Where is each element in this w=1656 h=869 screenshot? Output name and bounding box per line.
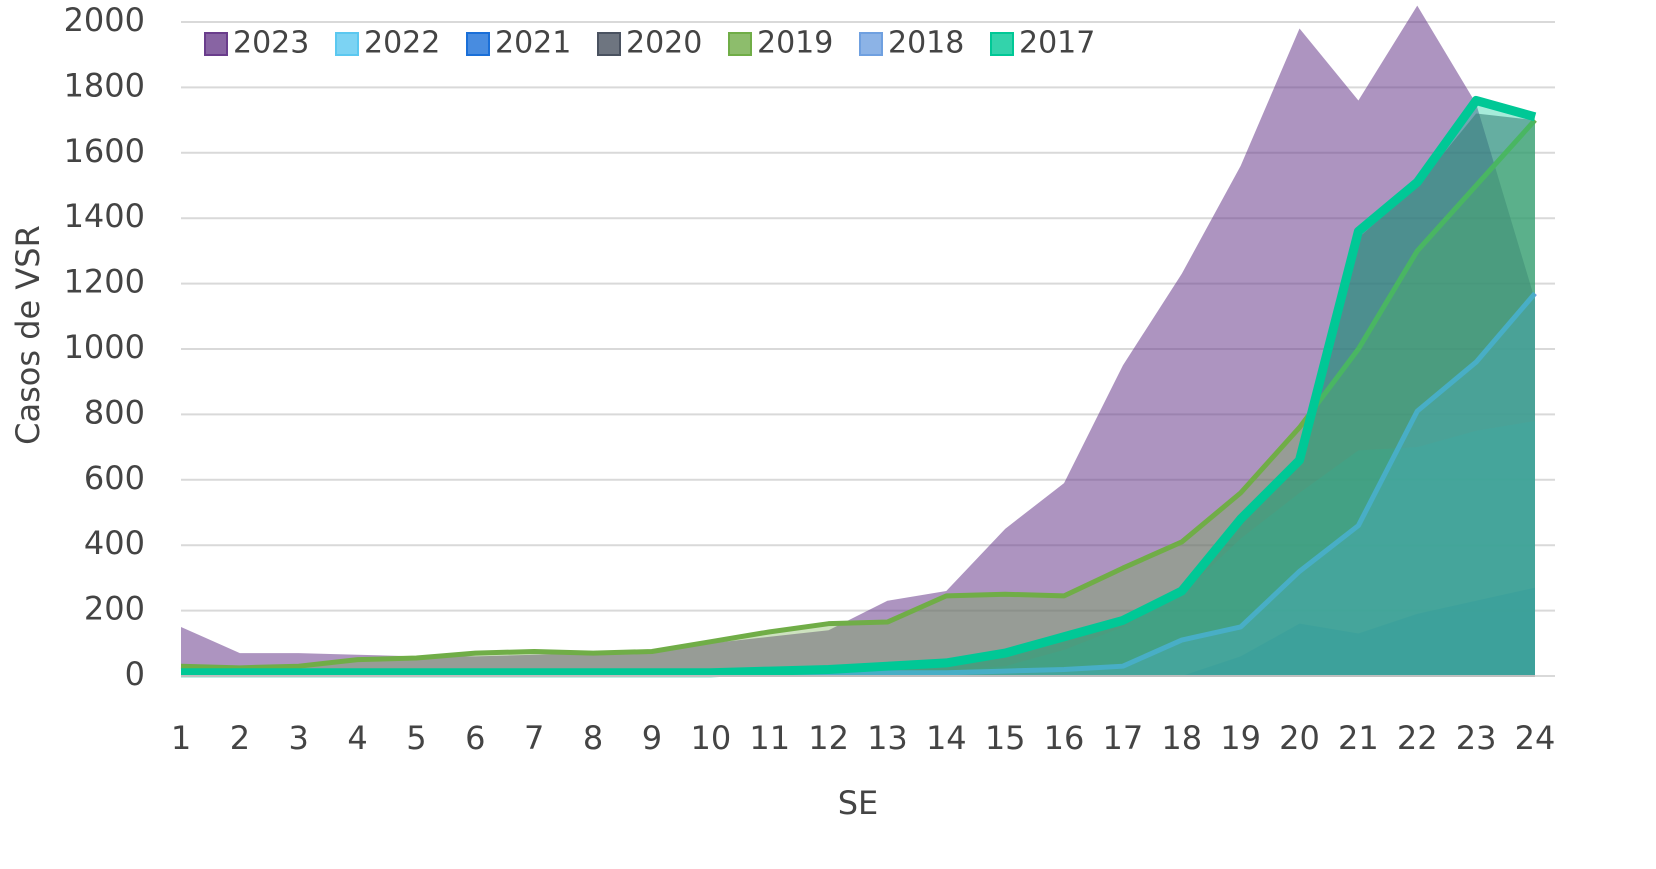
x-tick-label: 2 xyxy=(230,719,250,757)
x-tick-label: 11 xyxy=(749,719,790,757)
x-tick-label: 22 xyxy=(1397,719,1438,757)
legend-label: 2021 xyxy=(495,26,571,61)
x-tick-label: 8 xyxy=(583,719,603,757)
x-tick-label: 19 xyxy=(1220,719,1261,757)
x-tick-label: 14 xyxy=(926,719,967,757)
legend-label: 2018 xyxy=(888,26,964,61)
x-tick-label: 21 xyxy=(1338,719,1379,757)
y-tick-label: 800 xyxy=(84,393,145,431)
area xyxy=(181,100,1535,677)
legend-swatch xyxy=(859,32,883,56)
area xyxy=(181,293,1535,676)
legend-swatch xyxy=(335,32,359,56)
x-tick-label: 3 xyxy=(289,719,309,757)
y-tick-label: 1600 xyxy=(64,132,145,170)
y-tick-label: 1200 xyxy=(64,263,145,301)
legend-label: 2020 xyxy=(626,26,702,61)
y-tick-label: 400 xyxy=(84,524,145,562)
y-tick-label: 2000 xyxy=(64,1,145,39)
x-tick-label: 5 xyxy=(406,719,426,757)
x-tick-label: 20 xyxy=(1279,719,1320,757)
area xyxy=(181,5,1535,676)
legend-swatch xyxy=(597,32,621,56)
legend-label: 2017 xyxy=(1019,26,1095,61)
y-axis-title: Casos de VSR xyxy=(9,225,47,445)
area xyxy=(181,113,1535,676)
y-tick-label: 200 xyxy=(84,590,145,628)
x-tick-label: 1 xyxy=(171,719,191,757)
x-tick-label: 7 xyxy=(524,719,544,757)
area xyxy=(181,120,1535,677)
x-tick-label: 16 xyxy=(1044,719,1085,757)
legend-label: 2023 xyxy=(233,26,309,61)
x-tick-label: 18 xyxy=(1161,719,1202,757)
x-tick-label: 23 xyxy=(1456,719,1497,757)
x-tick-label: 24 xyxy=(1515,719,1556,757)
y-tick-label: 1000 xyxy=(64,328,145,366)
legend-swatch xyxy=(204,32,228,56)
legend-label: 2019 xyxy=(757,26,833,61)
legend-swatch xyxy=(990,32,1014,56)
x-tick-label: 13 xyxy=(867,719,908,757)
y-tick-label: 1400 xyxy=(64,197,145,235)
x-tick-label: 10 xyxy=(690,719,731,757)
y-tick-label: 1800 xyxy=(64,66,145,104)
x-tick-label: 12 xyxy=(808,719,849,757)
x-tick-label: 9 xyxy=(642,719,662,757)
legend-swatch xyxy=(728,32,752,56)
y-tick-label: 600 xyxy=(84,459,145,497)
x-tick-label: 15 xyxy=(985,719,1026,757)
line xyxy=(181,95,1537,678)
x-axis-title: SE xyxy=(838,784,879,822)
x-tick-label: 17 xyxy=(1103,719,1144,757)
x-tick-label: 4 xyxy=(347,719,367,757)
x-tick-label: 6 xyxy=(465,719,485,757)
legend-swatch xyxy=(466,32,490,56)
legend-label: 2022 xyxy=(364,26,440,61)
y-tick-label: 0 xyxy=(125,655,145,693)
